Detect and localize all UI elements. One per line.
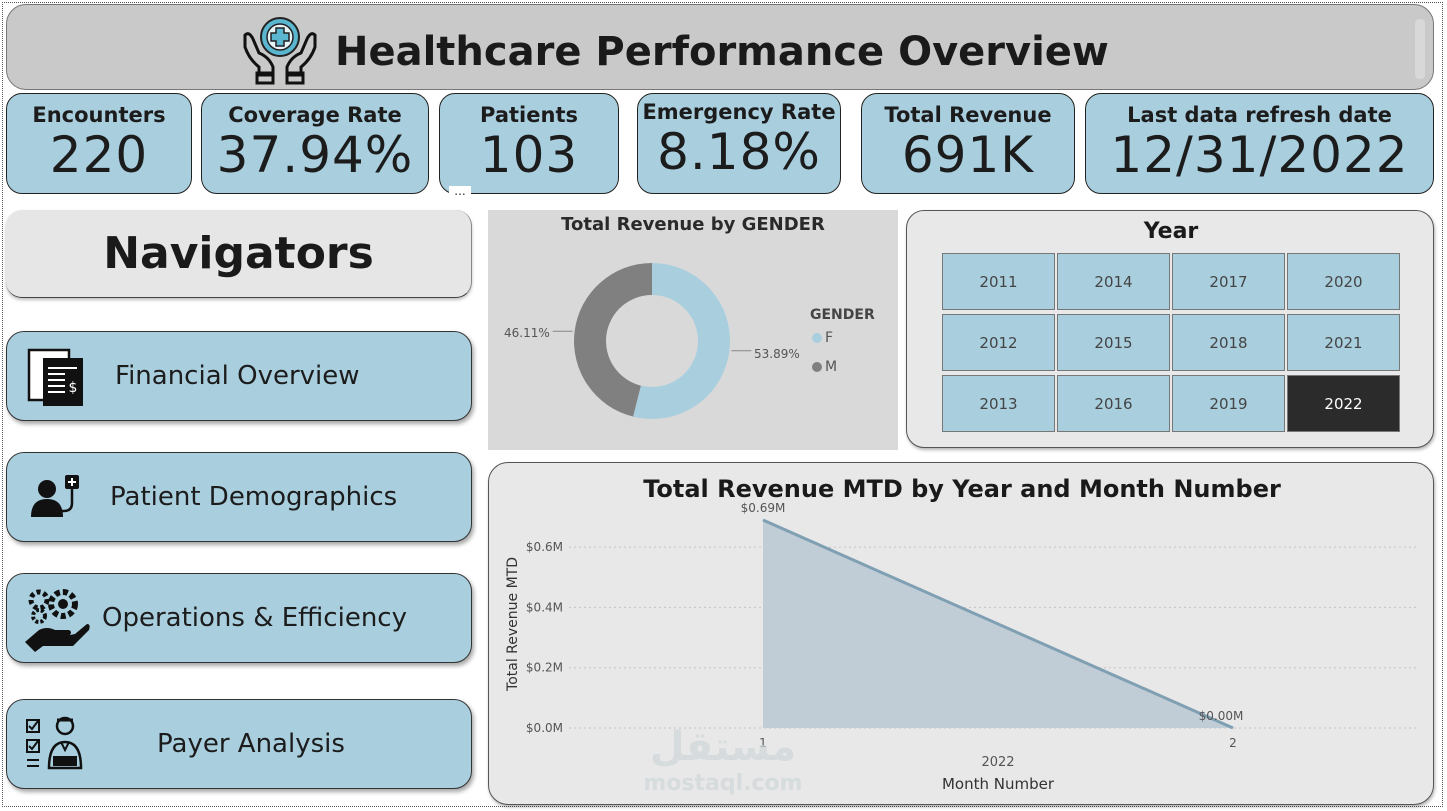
data-label: $0.00M: [1199, 709, 1244, 723]
year-option-selected[interactable]: 2022: [1287, 375, 1400, 432]
kpi-value: 8.18%: [657, 123, 821, 181]
kpi-patients: Patients 103: [439, 93, 619, 194]
series-line[interactable]: [762, 518, 1234, 730]
nav-label: Patient Demographics: [110, 482, 398, 512]
nav-label: Financial Overview: [115, 361, 360, 391]
nav-payer-analysis-button[interactable]: Payer Analysis: [6, 699, 472, 789]
x-group-label: 2022: [981, 755, 1014, 770]
nav-financial-overview-button[interactable]: $ Financial Overview: [6, 331, 472, 421]
data-label: $0.69M: [741, 501, 786, 515]
slice-label-m: 46.11%: [504, 326, 550, 340]
kpi-encounters: Encounters 220: [6, 93, 192, 194]
legend-item-m[interactable]: M: [812, 359, 837, 375]
legend-title: GENDER: [810, 307, 875, 323]
slice-label-f: 53.89%: [754, 347, 800, 361]
kpi-value: 691K: [901, 126, 1035, 184]
x-tick-label: 1: [759, 736, 767, 750]
more-options-button[interactable]: ...: [449, 185, 471, 200]
year-option[interactable]: 2013: [942, 375, 1055, 432]
x-tick-label: 2: [1229, 736, 1237, 750]
revenue-mtd-chart: Total Revenue MTD by Year and Month Numb…: [488, 462, 1434, 805]
y-axis-title: Total Revenue MTD: [505, 557, 521, 692]
kpi-label: Total Revenue: [884, 103, 1052, 127]
patient-stethoscope-icon: [31, 475, 79, 517]
donut-slice-f[interactable]: [633, 263, 731, 419]
navigators-heading: Navigators: [6, 210, 472, 298]
donut-slice-m[interactable]: [574, 263, 652, 417]
kpi-emergency-rate: Emergency Rate 8.18%: [637, 93, 841, 194]
legend-swatch: [812, 333, 822, 343]
year-option[interactable]: 2019: [1172, 375, 1285, 432]
year-option[interactable]: 2014: [1057, 253, 1170, 310]
title-scrollbar[interactable]: [1415, 19, 1425, 79]
area-plot: $0.0M $0.2M $0.4M $0.6M $0.69M $0.00M 1 2 2022 Mo…: [505, 501, 1419, 793]
year-slicer-grid: 2011 2014 2017 2020 2012 2015 2018 2021 …: [942, 253, 1400, 432]
kpi-label: Patients: [480, 103, 578, 127]
kpi-total-revenue: Total Revenue 691K: [861, 93, 1075, 194]
nav-operations-efficiency-button[interactable]: Operations & Efficiency: [6, 573, 472, 663]
svg-text:$: $: [69, 380, 78, 396]
kpi-label: Last data refresh date: [1127, 103, 1392, 127]
year-option[interactable]: 2018: [1172, 314, 1285, 371]
year-option[interactable]: 2020: [1287, 253, 1400, 310]
x-axis-title: Month Number: [942, 775, 1055, 793]
watermark-english-text: mostaql.com: [643, 771, 802, 796]
year-option[interactable]: 2012: [942, 314, 1055, 371]
revenue-by-gender-chart: Total Revenue by GENDER GENDER F M 53.89…: [488, 210, 898, 450]
nav-label: Payer Analysis: [157, 729, 345, 759]
legend-label: M: [825, 359, 838, 375]
navigators-title: Navigators: [103, 228, 374, 279]
year-option[interactable]: 2011: [942, 253, 1055, 310]
year-option[interactable]: 2021: [1287, 314, 1400, 371]
kpi-value: 220: [49, 126, 149, 184]
kpi-value: 12/31/2022: [1110, 126, 1409, 184]
nav-patient-demographics-button[interactable]: Patient Demographics: [6, 452, 472, 542]
kpi-label: Emergency Rate: [642, 100, 836, 124]
legend-swatch: [812, 362, 822, 372]
kpi-label: Coverage Rate: [228, 103, 402, 127]
kpi-value: 37.94%: [216, 126, 414, 184]
year-slicer-title: Year: [1143, 219, 1199, 244]
kpi-value: 103: [479, 126, 579, 184]
caring-hands-medical-icon: [243, 17, 317, 85]
nav-label: Operations & Efficiency: [102, 603, 407, 633]
y-tick-label: $0.4M: [526, 600, 563, 614]
year-option[interactable]: 2016: [1057, 375, 1170, 432]
year-option[interactable]: 2017: [1172, 253, 1285, 310]
y-tick-label: $0.6M: [526, 540, 563, 554]
chart-title: Total Revenue by GENDER: [561, 214, 825, 235]
y-tick-label: $0.2M: [526, 661, 563, 675]
legend-label: F: [825, 330, 834, 346]
year-option[interactable]: 2015: [1057, 314, 1170, 371]
kpi-last-refresh: Last data refresh date 12/31/2022: [1085, 93, 1434, 194]
y-tick-label: $0.0M: [526, 721, 563, 735]
invoice-dollar-icon: $: [27, 348, 83, 406]
gears-hand-icon: [25, 589, 90, 652]
chart-title: Total Revenue MTD by Year and Month Numb…: [643, 475, 1281, 503]
watermark-arabic-text: مستقل: [650, 724, 796, 770]
kpi-label: Encounters: [32, 103, 166, 127]
kpi-coverage-rate: Coverage Rate 37.94%: [201, 93, 429, 194]
donut-plot: [552, 263, 752, 419]
year-slicer: Year 2011 2014 2017 2020 2012 2015 2018 …: [906, 210, 1434, 448]
checklist-person-icon: [26, 716, 83, 770]
page-title: Healthcare Performance Overview: [335, 29, 1109, 75]
legend-item-f[interactable]: F: [812, 330, 833, 346]
title-bar: Healthcare Performance Overview: [6, 4, 1434, 90]
mostaql-watermark: مستقل mostaql.com: [643, 724, 802, 796]
